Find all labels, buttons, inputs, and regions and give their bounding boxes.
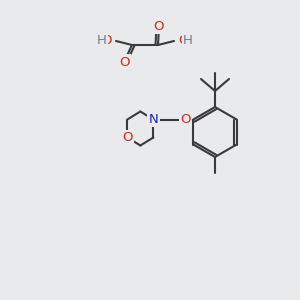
Text: O: O: [154, 20, 164, 32]
Text: O: O: [178, 34, 188, 47]
Text: H: H: [97, 34, 107, 46]
Text: O: O: [119, 56, 129, 68]
Text: O: O: [122, 131, 133, 144]
Text: N: N: [148, 113, 158, 126]
Text: H: H: [183, 34, 193, 46]
Text: O: O: [101, 34, 112, 47]
Text: O: O: [180, 113, 190, 126]
